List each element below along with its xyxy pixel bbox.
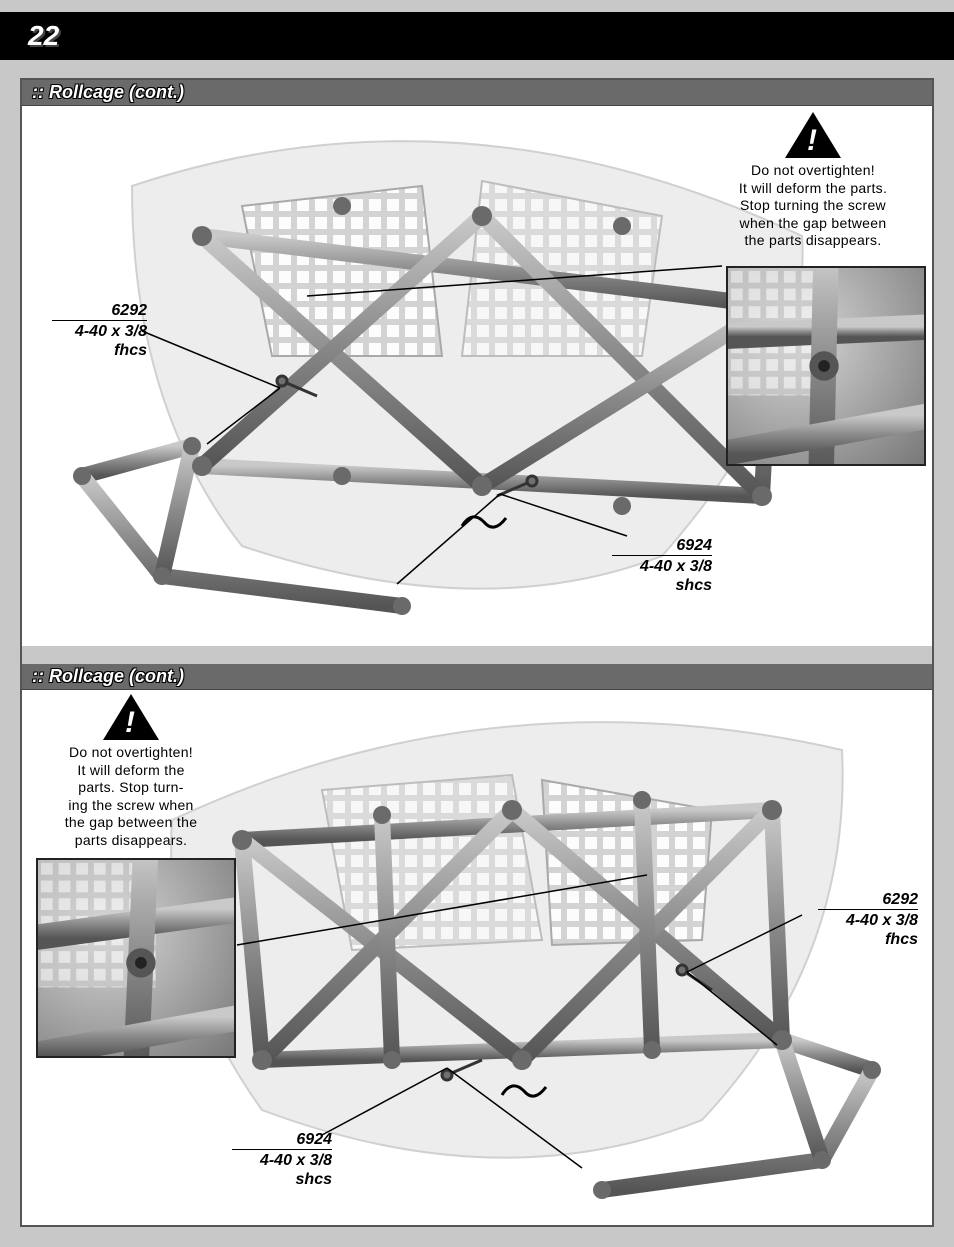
callout-6924-bottom: 6924 4-40 x 3/8 shcs [232, 1130, 332, 1190]
section-title: :: Rollcage (cont.) [32, 82, 184, 102]
callout-partnum: 6292 [818, 890, 918, 909]
section-title-bar-bottom: :: Rollcage (cont.) [22, 664, 932, 690]
callout-type: fhcs [52, 341, 147, 360]
detail-inset-bottom [36, 858, 236, 1058]
warning-exclamation-icon: ! [125, 708, 135, 738]
callout-6292-top: 6292 4-40 x 3/8 fhcs [52, 301, 147, 361]
section-title-bar-top: :: Rollcage (cont.) [22, 80, 932, 106]
callout-partnum: 6924 [612, 536, 712, 555]
warning-text-bottom: Do not overtighten!It will deform thepar… [36, 744, 226, 849]
content-frame: :: Rollcage (cont.) [20, 78, 934, 1227]
warning-exclamation-icon: ! [807, 126, 817, 156]
page-header: 22 [0, 12, 954, 60]
warning-triangle-icon: ! [103, 694, 159, 740]
callout-partnum: 6924 [232, 1130, 332, 1149]
callout-size: 4-40 x 3/8 [52, 320, 147, 341]
panel-top: ! Do not overtighten!It will deform the … [22, 106, 932, 646]
callout-size: 4-40 x 3/8 [818, 909, 918, 930]
callout-type: fhcs [818, 930, 918, 949]
callout-partnum: 6292 [52, 301, 147, 320]
callout-type: shcs [232, 1170, 332, 1189]
callout-size: 4-40 x 3/8 [612, 555, 712, 576]
section-title: :: Rollcage (cont.) [32, 666, 184, 686]
warning-text-top: Do not overtighten!It will deform the pa… [708, 162, 918, 250]
callout-6924-top: 6924 4-40 x 3/8 shcs [612, 536, 712, 596]
page-number: 22 [28, 20, 59, 52]
callout-6292-bottom: 6292 4-40 x 3/8 fhcs [818, 890, 918, 950]
panel-bottom: ! Do not overtighten!It will deform thep… [22, 690, 932, 1225]
panel-gap [22, 646, 932, 664]
detail-inset-top [726, 266, 926, 466]
warning-block-bottom: ! Do not overtighten!It will deform thep… [36, 694, 226, 849]
callout-size: 4-40 x 3/8 [232, 1149, 332, 1170]
warning-block-top: ! Do not overtighten!It will deform the … [708, 112, 918, 250]
callout-type: shcs [612, 576, 712, 595]
warning-triangle-icon: ! [785, 112, 841, 158]
